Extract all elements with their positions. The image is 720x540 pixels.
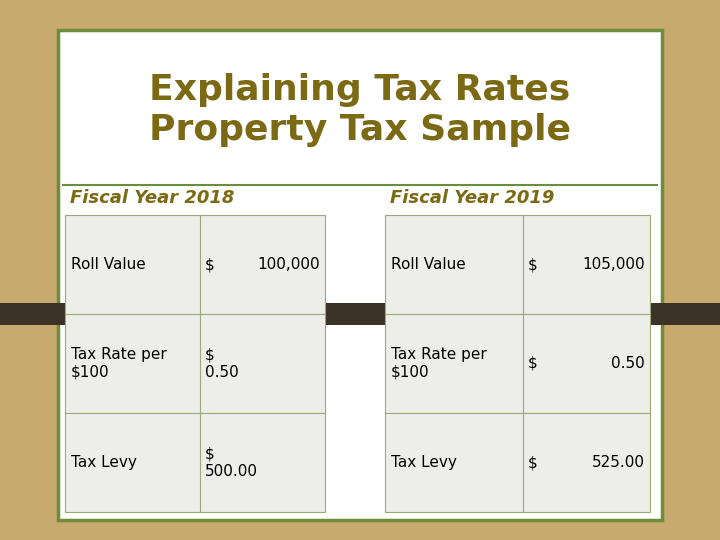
Bar (65, 314, 325, 413)
Text: Tax Levy: Tax Levy (391, 455, 457, 470)
Text: Tax Levy: Tax Levy (71, 455, 137, 470)
Text: Tax Rate per
$100: Tax Rate per $100 (71, 347, 167, 380)
Text: 525.00: 525.00 (592, 455, 645, 470)
Bar (0, 303, 720, 325)
Text: $
500.00: $ 500.00 (205, 446, 258, 478)
Bar (385, 215, 650, 314)
Text: Fiscal Year 2018: Fiscal Year 2018 (70, 189, 235, 207)
Text: Fiscal Year 2019: Fiscal Year 2019 (390, 189, 554, 207)
Text: Roll Value: Roll Value (391, 257, 466, 272)
Bar (58, 30, 662, 520)
Text: 105,000: 105,000 (582, 257, 645, 272)
Text: $: $ (528, 455, 538, 470)
Bar (65, 215, 325, 314)
Bar (65, 413, 325, 512)
Text: $: $ (528, 257, 538, 272)
Text: $
0.50: $ 0.50 (205, 347, 239, 380)
Text: Explaining Tax Rates
Property Tax Sample: Explaining Tax Rates Property Tax Sample (149, 72, 571, 147)
Text: $: $ (205, 257, 215, 272)
Text: 0.50: 0.50 (611, 356, 645, 371)
Text: $: $ (528, 356, 538, 371)
Bar (385, 314, 650, 413)
Bar (385, 413, 650, 512)
Text: Tax Rate per
$100: Tax Rate per $100 (391, 347, 487, 380)
Text: Roll Value: Roll Value (71, 257, 145, 272)
Text: 100,000: 100,000 (257, 257, 320, 272)
